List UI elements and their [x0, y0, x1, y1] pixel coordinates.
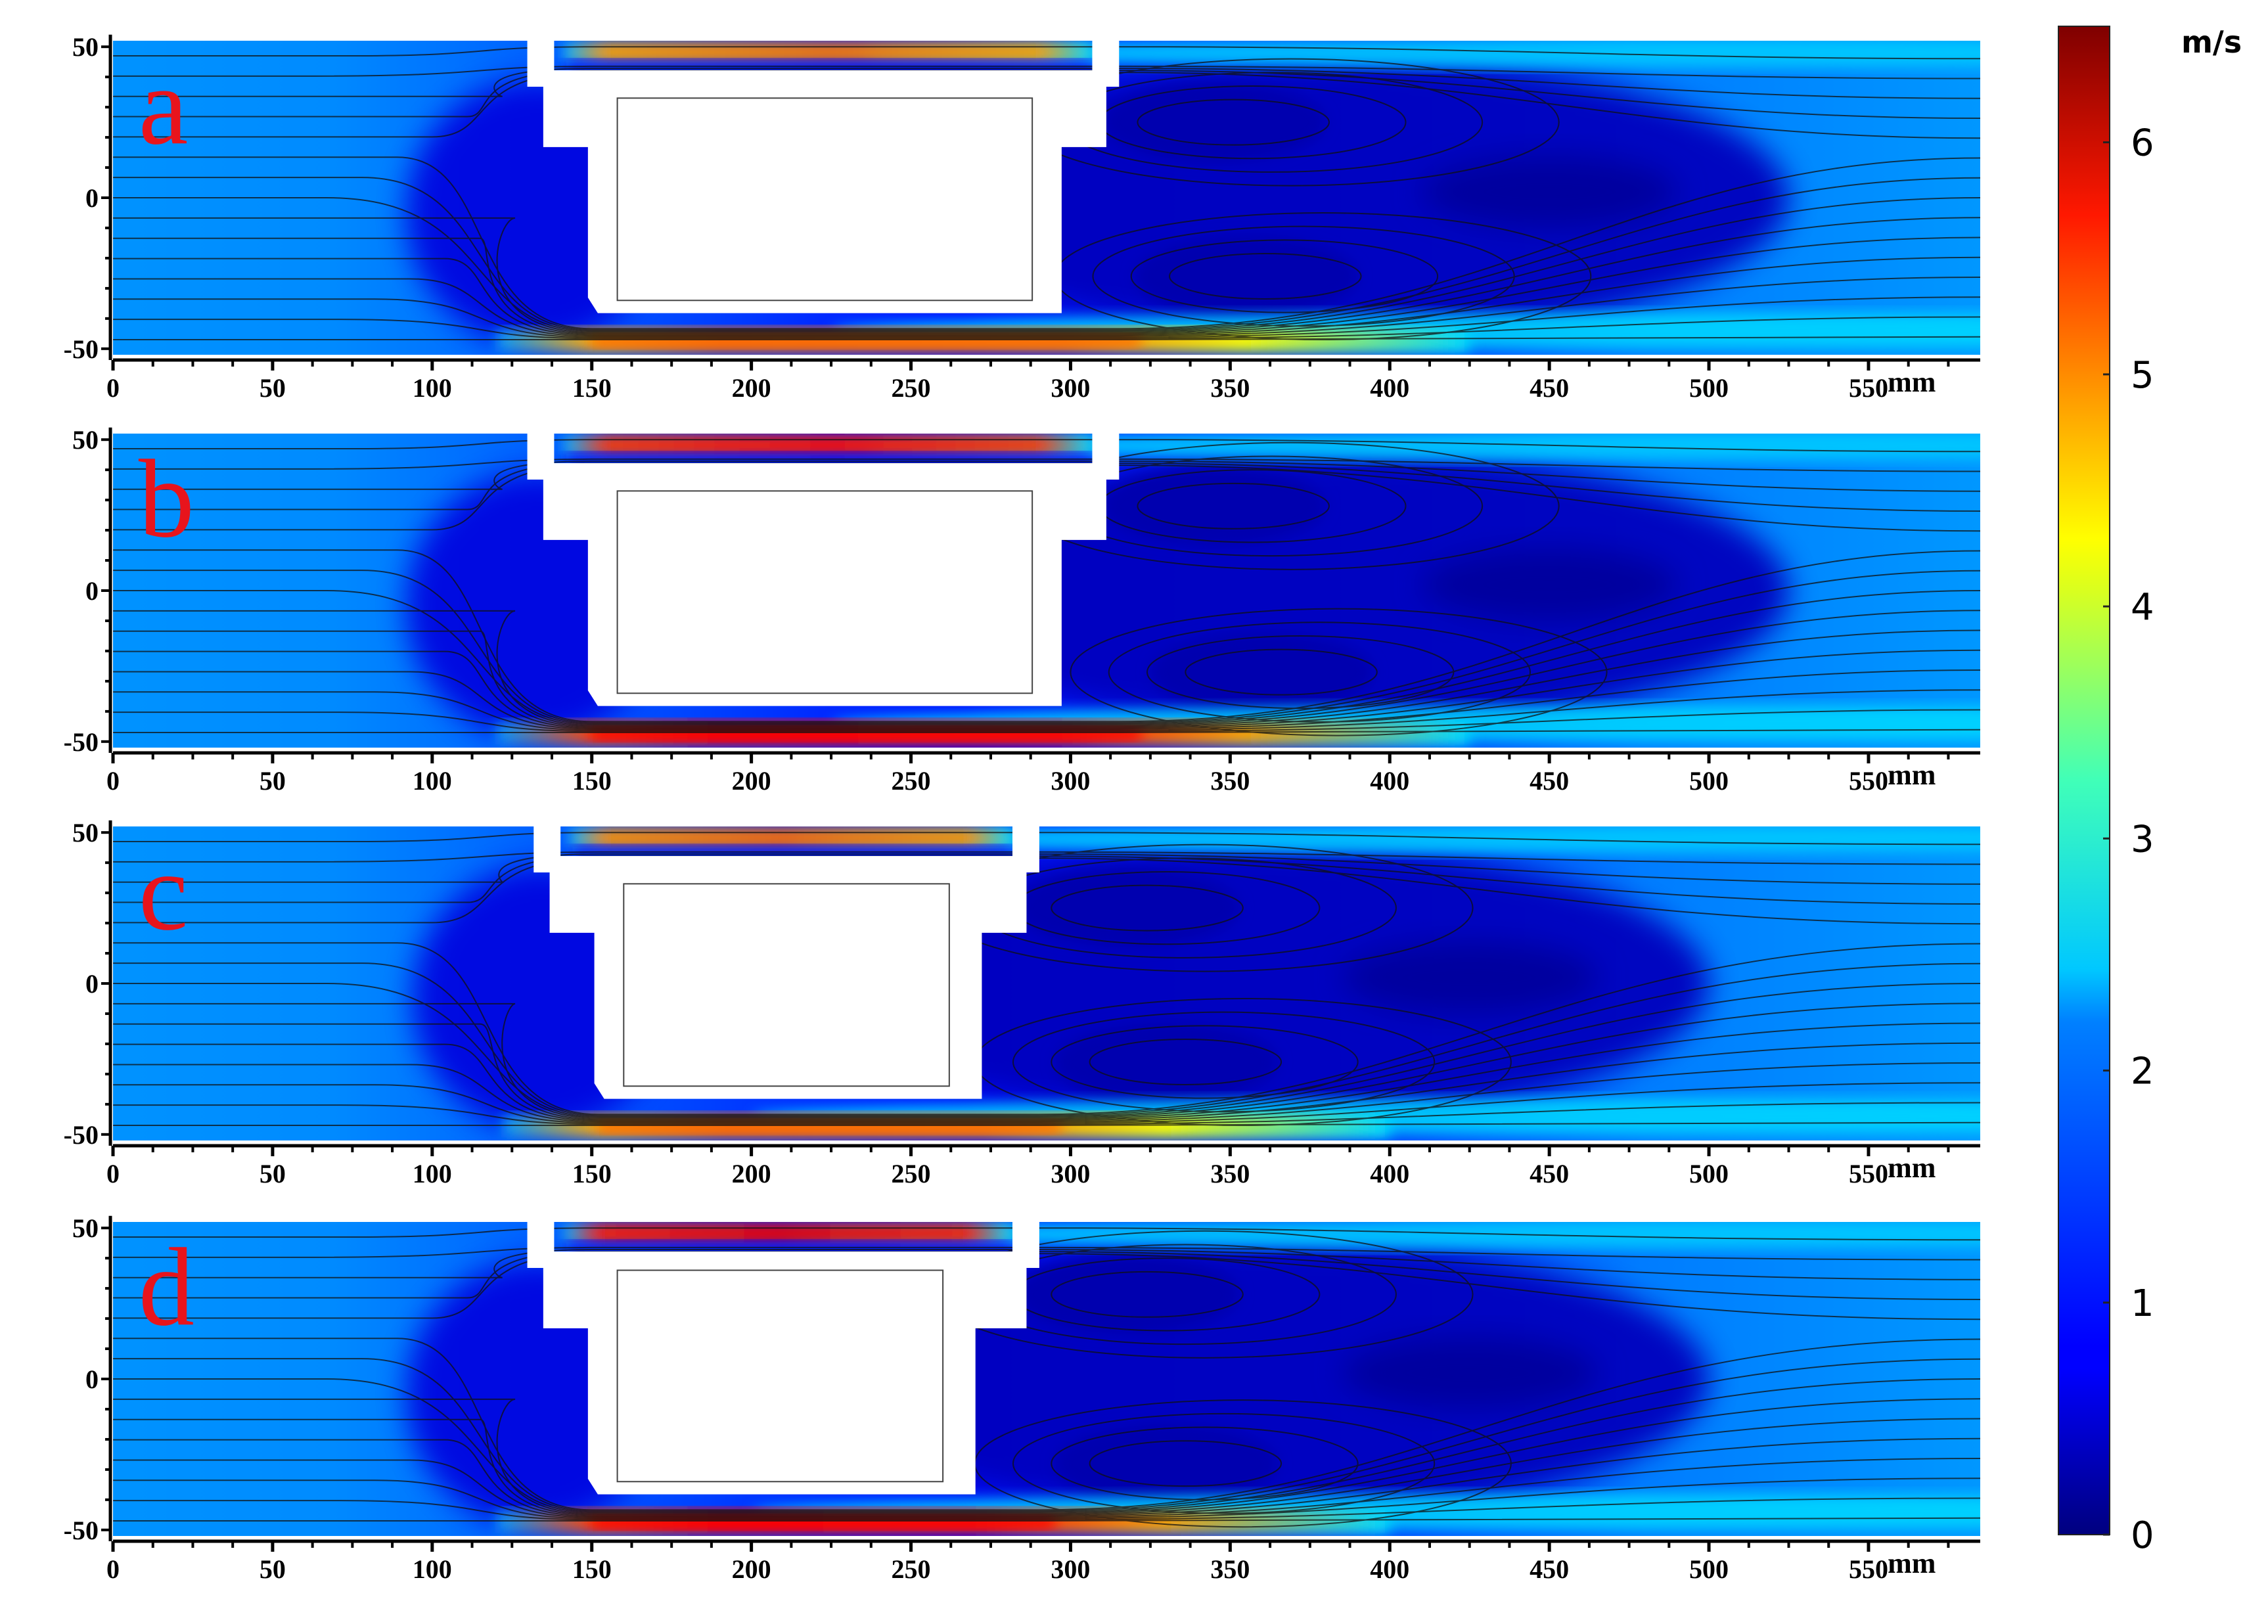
y-tick-label: 50 — [72, 32, 99, 62]
colorbar-tick-label: 1 — [2131, 1282, 2154, 1325]
x-tick-label: 150 — [572, 1554, 612, 1584]
x-tick-label: 250 — [892, 373, 931, 403]
x-tick-label: 100 — [413, 373, 452, 403]
x-tick-label: 100 — [413, 1554, 452, 1584]
x-tick-label: 50 — [260, 373, 286, 403]
x-tick-label: 350 — [1210, 1554, 1250, 1584]
panel-c: 0 50 100 150 200 250 300 350 400 450 500 550 mm500-5… — [64, 818, 1980, 1188]
x-tick-label: 550 — [1849, 1554, 1888, 1584]
streamlines — [113, 1227, 1980, 1528]
panel-a: 0 50 100 150 200 250 300 350 400 450 500 550 mm500-5… — [64, 32, 1980, 403]
x-unit-label: mm — [1888, 366, 1936, 398]
panel-label: a — [139, 44, 188, 168]
x-tick-label: 100 — [413, 766, 452, 796]
x-tick-label: 350 — [1210, 373, 1250, 403]
x-tick-label: 0 — [106, 1554, 120, 1584]
streamlines — [113, 46, 1980, 341]
x-unit-label: mm — [1888, 1547, 1936, 1579]
x-tick-label: 200 — [732, 373, 771, 403]
x-tick-label: 150 — [572, 373, 612, 403]
velocity-field — [113, 1222, 1980, 1536]
axes — [101, 34, 1980, 371]
colorbar-tick-label: 5 — [2131, 354, 2154, 397]
x-tick-label: 350 — [1210, 766, 1250, 796]
x-tick-label: 500 — [1689, 1554, 1729, 1584]
y-tick-label: -50 — [64, 1516, 99, 1545]
panel-b: 0 50 100 150 200 250 300 350 400 450 500 550 mm500-5… — [64, 425, 1980, 796]
x-tick-label: 200 — [732, 1554, 771, 1584]
body-cavity — [616, 490, 1033, 694]
x-tick-label: 250 — [892, 1159, 931, 1188]
y-tick-label: -50 — [64, 727, 99, 757]
colorbar-tick-label: 2 — [2131, 1050, 2154, 1093]
body-cavity — [616, 97, 1033, 302]
y-tick-label: 0 — [85, 576, 99, 606]
streamlines — [113, 832, 1980, 1127]
axes — [101, 1215, 1980, 1552]
x-tick-label: 350 — [1210, 1159, 1250, 1188]
y-tick-label: 0 — [85, 969, 99, 999]
x-tick-label: 450 — [1530, 766, 1569, 796]
x-tick-label: 200 — [732, 766, 771, 796]
y-tick-label: 50 — [72, 818, 99, 847]
x-unit-label: mm — [1888, 759, 1936, 791]
colorbar-gradient — [2058, 26, 2110, 1535]
y-tick-label: 0 — [85, 183, 99, 213]
x-tick-label: 450 — [1530, 1159, 1569, 1188]
x-tick-label: 0 — [106, 373, 120, 403]
x-tick-label: 500 — [1689, 1159, 1729, 1188]
colorbar: m/s 0 1 2 3 4 5 6 — [2058, 24, 2242, 1557]
colorbar-tick-label: 6 — [2131, 122, 2154, 165]
streamlines — [113, 439, 1980, 736]
x-tick-label: 550 — [1849, 373, 1888, 403]
x-tick-label: 300 — [1051, 1554, 1090, 1584]
x-tick-label: 100 — [413, 1159, 452, 1188]
x-tick-label: 50 — [260, 1554, 286, 1584]
x-tick-label: 250 — [892, 1554, 931, 1584]
x-tick-label: 0 — [106, 1159, 120, 1188]
body-cavity — [616, 1269, 944, 1483]
velocity-field — [113, 826, 1980, 1140]
x-tick-label: 400 — [1370, 373, 1409, 403]
x-tick-label: 500 — [1689, 373, 1729, 403]
y-tick-label: 50 — [72, 425, 99, 455]
colorbar-tick-label: 4 — [2131, 586, 2154, 629]
x-tick-label: 50 — [260, 1159, 286, 1188]
x-tick-label: 450 — [1530, 1554, 1569, 1584]
x-tick-label: 400 — [1370, 766, 1409, 796]
x-tick-label: 200 — [732, 1159, 771, 1188]
x-tick-label: 450 — [1530, 373, 1569, 403]
panel-label: b — [139, 437, 194, 560]
panel-d: 0 50 100 150 200 250 300 350 400 450 500 550 mm500-5… — [64, 1213, 1980, 1584]
x-tick-label: 550 — [1849, 1159, 1888, 1188]
x-tick-label: 500 — [1689, 766, 1729, 796]
x-tick-label: 400 — [1370, 1554, 1409, 1584]
x-tick-label: 0 — [106, 766, 120, 796]
x-unit-label: mm — [1888, 1152, 1936, 1184]
panel-label: c — [139, 830, 188, 953]
axes — [101, 427, 1980, 763]
x-tick-label: 250 — [892, 766, 931, 796]
x-tick-label: 300 — [1051, 766, 1090, 796]
colorbar-unit: m/s — [2181, 24, 2242, 60]
x-tick-label: 550 — [1849, 766, 1888, 796]
x-tick-label: 300 — [1051, 1159, 1090, 1188]
x-tick-label: 150 — [572, 1159, 612, 1188]
colorbar-tick-label: 0 — [2131, 1514, 2154, 1557]
y-tick-label: -50 — [64, 1120, 99, 1150]
x-tick-label: 50 — [260, 766, 286, 796]
panel-label: d — [139, 1225, 194, 1349]
axes — [101, 820, 1980, 1156]
y-tick-label: 50 — [72, 1213, 99, 1243]
x-tick-label: 150 — [572, 766, 612, 796]
y-tick-label: -50 — [64, 334, 99, 364]
colorbar-tick-label: 3 — [2131, 818, 2154, 861]
y-tick-label: 0 — [85, 1365, 99, 1394]
x-tick-label: 300 — [1051, 373, 1090, 403]
body-cavity — [623, 883, 950, 1087]
velocity-field — [113, 434, 1980, 748]
x-tick-label: 400 — [1370, 1159, 1409, 1188]
velocity-field — [113, 41, 1980, 355]
